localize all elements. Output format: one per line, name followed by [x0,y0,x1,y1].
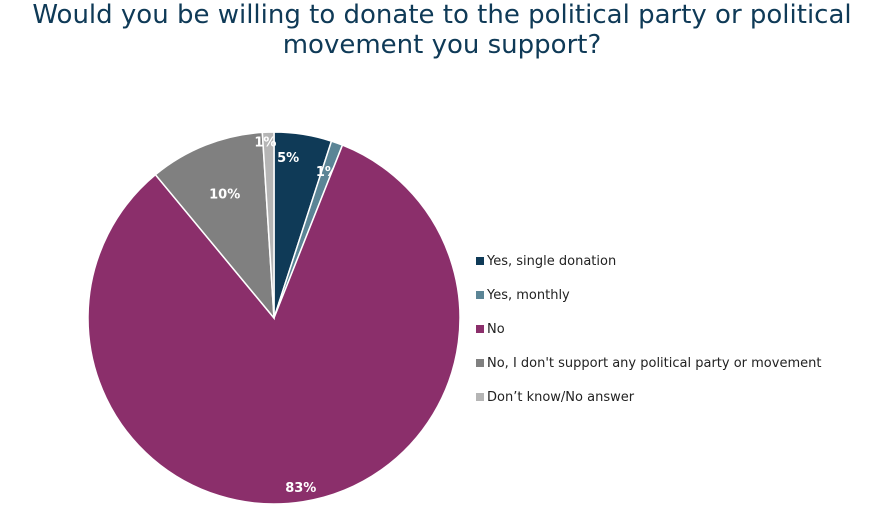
legend-label-3: No, I don't support any political party … [487,355,822,371]
legend-swatch-3 [476,359,484,367]
slice-label-3: 10% [209,187,240,202]
chart-legend: Yes, single donation Yes, monthly No No, I … [476,244,821,414]
legend-label-1: Yes, monthly [487,287,570,303]
chart-title-line-1: Would you be willing to donate to the po… [32,0,852,30]
slice-label-4: 1% [254,136,276,151]
legend-swatch-0 [476,257,484,265]
legend-item-0: Yes, single donation [476,244,821,278]
slice-label-0: 5% [277,151,299,166]
legend-label-2: No [487,321,505,337]
pie-slice-4 [261,131,275,319]
slice-label-2: 83% [285,481,316,496]
legend-swatch-1 [476,291,484,299]
chart-title-line-2: movement you support? [282,30,602,60]
chart-title: Would you be willing to donate to the po… [0,0,884,60]
legend-item-3: No, I don't support any political party … [476,346,821,380]
legend-swatch-4 [476,393,484,401]
legend-label-0: Yes, single donation [487,253,617,269]
pie-slice-3 [154,131,275,321]
legend-swatch-2 [476,325,484,333]
legend-label-4: Don’t know/No answer [487,389,635,405]
legend-item-1: Yes, monthly [476,278,821,312]
pie-slice-2 [87,144,461,505]
legend-item-2: No [476,312,821,346]
legend-item-4: Don’t know/No answer [476,380,821,414]
